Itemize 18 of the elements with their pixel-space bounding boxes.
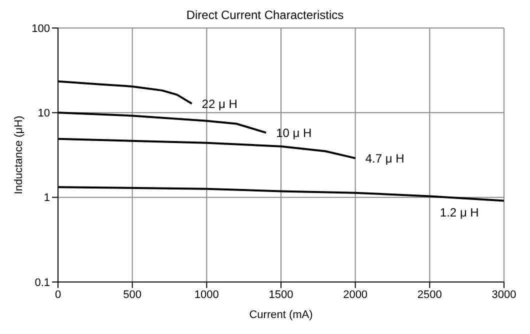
x-tick-label: 0: [54, 288, 62, 301]
x-axis-title: Current (mA): [249, 309, 313, 321]
x-tick-label: 1000: [194, 288, 219, 301]
y-axis-title: Inductance (μH): [12, 116, 25, 194]
annotation: 1.2 μ H: [440, 206, 479, 220]
chart-title: Direct Current Characteristics: [185, 8, 345, 22]
x-tick-label: 1500: [268, 288, 294, 301]
annotation: 10 μ H: [276, 126, 312, 140]
annotation: 22 μ H: [202, 96, 238, 111]
x-tick-label: 500: [123, 288, 142, 301]
annotation: 4.7 μ H: [365, 151, 404, 166]
y-tick-label: 100: [32, 22, 50, 35]
x-tick-label: 2500: [417, 288, 442, 301]
x-tick-label: 2000: [343, 288, 368, 301]
y-tick-label: 1: [44, 192, 50, 204]
x-tick-label: 3000: [492, 288, 516, 301]
y-tick-label: 10: [38, 108, 50, 120]
y-tick-label: 0.1: [34, 276, 50, 289]
